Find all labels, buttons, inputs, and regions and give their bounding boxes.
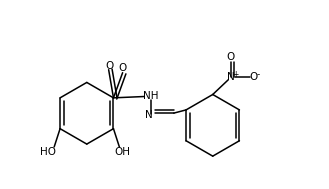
Text: O: O — [250, 72, 258, 82]
Text: O: O — [105, 61, 113, 71]
Text: N: N — [145, 110, 153, 120]
Text: O: O — [118, 63, 127, 73]
Text: HO: HO — [40, 147, 56, 157]
Text: NH: NH — [143, 91, 159, 101]
Text: +: + — [233, 70, 239, 79]
Text: N: N — [227, 72, 235, 82]
Text: -: - — [257, 70, 260, 79]
Text: OH: OH — [114, 147, 131, 157]
Text: O: O — [227, 52, 235, 62]
